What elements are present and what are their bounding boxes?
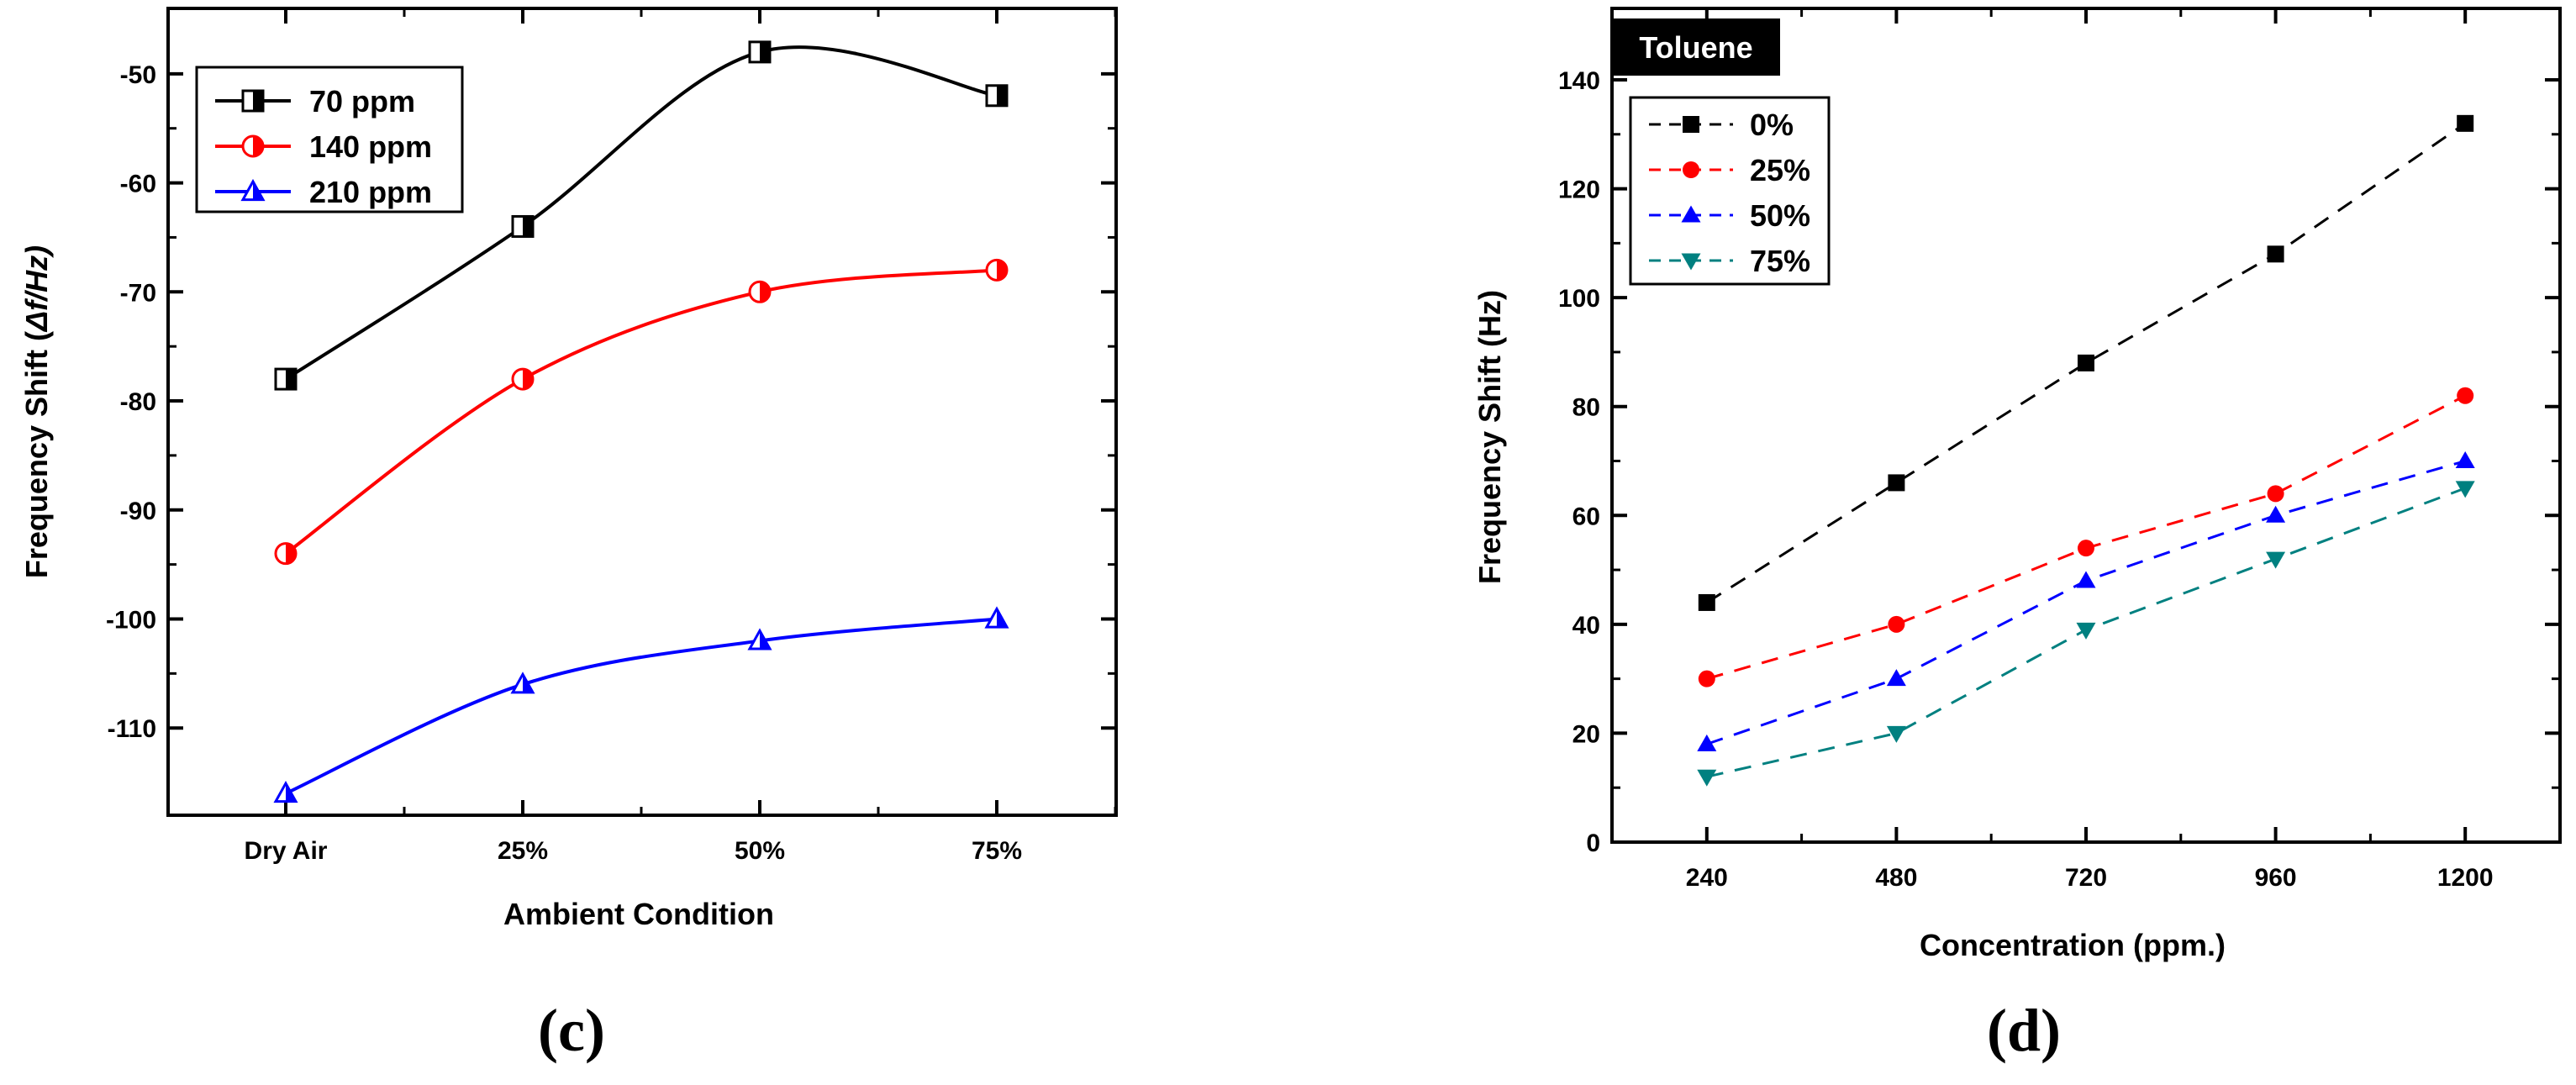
y-tick-label-c: -70 [120,279,156,307]
panel-label-c: (c) [538,997,605,1064]
x-axis-label-d: Concentration (ppm.) [1920,928,2226,962]
y-tick-label-c: -80 [120,388,156,416]
legend-marker-50 [1681,205,1701,223]
data-point-25 [2267,485,2284,503]
legend-label-210-ppm: 210 ppm [309,175,432,209]
legend-label-25: 25% [1750,153,1810,187]
y-tick-label-d: 120 [1558,176,1600,204]
series-line-0 [1705,122,2467,604]
data-point-75 [1886,725,1906,743]
x-tick-label-c: Dry Air [245,837,328,865]
y-tick-label-d: 0 [1586,830,1600,857]
legend-c: 70 ppm 140 ppm 210 ppm [195,66,464,213]
x-tick-label-d: 960 [2255,864,2297,892]
data-point-75 [2266,551,2286,569]
legend-label-75: 75% [1750,244,1810,278]
data-point-0 [2457,114,2474,132]
data-point-140-ppm [274,542,298,566]
data-point-0 [1698,593,1715,611]
data-point-75 [2455,481,2475,498]
panel-c: -110 -100 -90 -80 -70 -60 -50 Dry Air 25% 50% 75%… [19,7,1118,1064]
data-point-70-ppm [511,214,535,238]
legend-label-140-ppm: 140 ppm [309,129,432,164]
series-c [273,40,1009,803]
y-tick-label-d: 100 [1558,285,1600,313]
legend-label-50: 50% [1750,198,1810,233]
data-point-75 [2076,622,2096,640]
y-tick-label-d: 20 [1572,720,1600,748]
data-point-50 [1697,734,1717,751]
y-tick-label-d: 40 [1572,612,1600,640]
data-point-70-ppm [274,367,298,391]
x-tick-label-d: 240 [1686,864,1728,892]
legend-box-c [195,66,464,213]
data-point-0 [1888,474,1905,492]
data-point-70-ppm [748,40,772,64]
panel-d: Toluene 0 20 40 60 80 100 120 140 240 480 720 960 1… [1472,7,2562,1064]
y-axis-label-c-prefix: Frequency Shift ( [19,331,54,578]
x-axis-d: 240 480 720 960 1200 [1686,8,2494,892]
x-tick-label-d: 1200 [2437,864,2494,892]
data-point-25 [1698,670,1715,687]
legend-marker-0 [1683,116,1699,133]
series-line-210-ppm [285,617,998,795]
data-point-50 [2266,505,2286,523]
legend-label-0: 0% [1750,108,1794,142]
series-line-70-ppm [284,45,998,381]
data-point-50 [2455,451,2475,468]
data-point-25 [2457,387,2474,404]
x-axis-label-c: Ambient Condition [503,897,774,931]
data-point-210-ppm [510,672,535,694]
y-axis-d: 0 20 40 60 80 100 120 140 [1558,67,2560,857]
data-point-140-ppm [985,258,1009,282]
data-point-0 [2267,245,2284,263]
legend-marker-75 [1681,253,1701,271]
data-point-140-ppm [748,280,772,303]
x-tick-label-c: 25% [498,837,548,865]
y-tick-label-d: 60 [1572,503,1600,530]
x-tick-label-c: 75% [972,837,1022,865]
title-box-d [1612,18,1780,76]
y-tick-label-c: -110 [108,715,156,743]
x-tick-label-d: 720 [2065,864,2107,892]
y-axis-c: -110 -100 -90 -80 -70 -60 -50 [106,61,1116,743]
y-tick-label-c: -90 [120,498,156,525]
y-tick-label-d: 80 [1572,394,1600,422]
legend-marker-140-ppm [241,134,265,158]
data-point-75 [1697,769,1717,787]
x-tick-label-d: 480 [1875,864,1917,892]
title-d: Toluene [1639,30,1752,65]
panel-label-d: (d) [1987,997,2061,1064]
data-point-50 [2076,571,2096,588]
series-line-140-ppm [284,268,998,556]
legend-marker-210-ppm [240,178,266,202]
legend-box-d [1629,96,1831,286]
y-axis-label-c-symbol: Δf/Hz) [19,245,54,333]
data-point-140-ppm [511,367,535,391]
y-tick-label-c: -50 [120,61,156,89]
y-tick-label-d: 140 [1558,67,1600,95]
y-tick-label-c: -100 [106,606,156,634]
data-point-210-ppm [747,628,772,650]
legend-d: 0% 25% 50% 75% [1629,96,1831,286]
y-axis-label-d: Frequency Shift (Hz) [1472,290,1507,584]
x-axis-c: Dry Air 25% 50% 75% [245,8,1117,865]
x-tick-label-c: 50% [735,837,785,865]
data-point-25 [1888,615,1905,633]
series-d [1697,114,2475,787]
data-point-0 [2078,354,2094,371]
data-point-50 [1886,669,1906,687]
data-point-25 [2078,540,2094,557]
legend-marker-25 [1683,161,1699,178]
y-tick-label-c: -60 [120,171,156,198]
y-axis-label-c: Frequency Shift (Δf/Hz) [19,245,54,578]
legend-label-70-ppm: 70 ppm [309,84,415,119]
series-line-50 [1706,460,2466,745]
data-point-70-ppm [985,84,1009,108]
data-point-210-ppm [984,606,1009,629]
legend-marker-70-ppm [241,89,265,113]
data-point-210-ppm [273,780,298,803]
